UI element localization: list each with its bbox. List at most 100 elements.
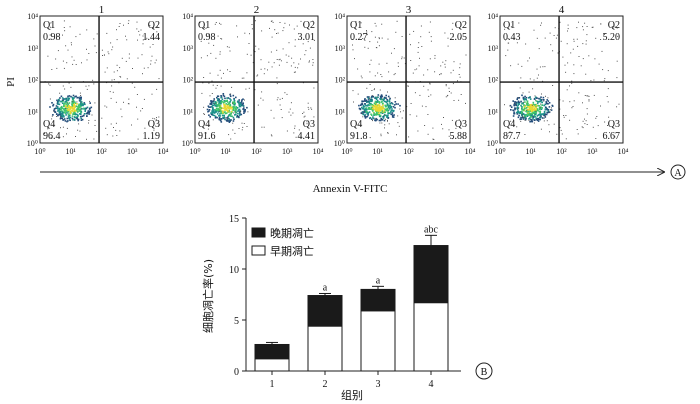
x-tick-label: 10² (556, 147, 567, 156)
q3-value: 4.41 (298, 131, 316, 142)
plot-frame (194, 15, 319, 144)
legend-swatch (251, 227, 266, 238)
event-cloud (358, 94, 401, 122)
q4-label: Q4 (503, 119, 515, 130)
y-tick-label: 10³ (335, 44, 346, 53)
plot-title: 1 (99, 4, 105, 16)
x-tick-label: 10¹ (373, 147, 384, 156)
q1-value: 0.98 (43, 32, 61, 43)
x-tick-label: 10³ (282, 147, 293, 156)
q3-value: 6.67 (603, 131, 621, 142)
q3-label: Q3 (303, 119, 315, 130)
scatter-events (351, 20, 467, 140)
scatter-events (504, 21, 620, 140)
q1-value: 0.43 (503, 32, 521, 43)
y-tick-label: 10³ (488, 44, 499, 53)
q4-value: 91.6 (198, 131, 216, 142)
plot-frame (39, 15, 164, 144)
q2-label: Q2 (148, 20, 160, 31)
x-tick-label: 10⁰ (34, 147, 45, 156)
y-axis-title: 细胞凋亡率(%) (201, 259, 215, 333)
y-tick-label: 15 (229, 214, 239, 225)
q1-value: 0.98 (198, 32, 216, 43)
y-tick-label: 10⁰ (182, 139, 193, 148)
x-tick-label: 4 (429, 379, 434, 390)
x-tick-label: 1 (270, 379, 275, 390)
q2-label: Q2 (455, 20, 467, 31)
x-tick-label: 10¹ (221, 147, 232, 156)
y-tick-label: 0 (234, 367, 239, 378)
q4-label: Q4 (198, 119, 210, 130)
y-tick-label: 10¹ (488, 107, 499, 116)
q2-label: Q2 (608, 20, 620, 31)
q2-value: 5.20 (603, 32, 621, 43)
x-tick-label: 10³ (587, 147, 598, 156)
q1-label: Q1 (350, 20, 362, 31)
significance-label: a (376, 275, 381, 286)
x-tick-label: 10¹ (66, 147, 77, 156)
x-tick-label: 2 (323, 379, 328, 390)
q3-label: Q3 (455, 119, 467, 130)
q3-label: Q3 (608, 119, 620, 130)
flow-plots: 1Q10.98Q21.44Q31.19Q496.410⁰10⁰10¹10¹10²… (27, 4, 629, 156)
plot-title: 3 (406, 4, 412, 16)
bar-early-apoptosis (307, 325, 343, 372)
x-tick-label: 10² (403, 147, 414, 156)
x-tick-label: 10⁴ (158, 147, 169, 156)
panel-b-mark: B (481, 367, 488, 378)
x-tick-label: 10⁰ (494, 147, 505, 156)
x-tick-label: 10⁰ (341, 147, 352, 156)
x-tick-label: 10⁰ (189, 147, 200, 156)
y-tick-label: 10³ (183, 44, 194, 53)
q4-value: 87.7 (503, 131, 521, 142)
y-tick-label: 10⁴ (487, 12, 498, 21)
q2-value: 1.44 (143, 32, 161, 43)
q1-label: Q1 (198, 20, 210, 31)
bar-early-apoptosis (413, 302, 449, 372)
q3-value: 1.19 (143, 131, 161, 142)
q1-label: Q1 (43, 20, 55, 31)
panel-a: PI 1Q10.98Q21.44Q31.19Q496.410⁰10⁰10¹10¹… (5, 4, 686, 195)
panel-b-mark-circle (475, 362, 493, 380)
x-tick-label: 10³ (434, 147, 445, 156)
x-tick-label: 3 (376, 379, 381, 390)
y-tick-label: 10³ (28, 44, 39, 53)
q4-label: Q4 (43, 119, 55, 130)
y-tick-label: 10¹ (183, 107, 194, 116)
bar-late-apoptosis (307, 295, 343, 327)
legend-label: 早期凋亡 (270, 244, 314, 258)
plot-frame (346, 15, 471, 144)
significance-label: abc (424, 224, 438, 235)
x-tick-label: 10⁴ (618, 147, 629, 156)
event-cloud (509, 94, 554, 123)
y-tick-label: 10⁰ (334, 139, 345, 148)
scatter-events (44, 20, 160, 140)
legend-swatch (251, 245, 266, 256)
y-tick-label: 10⁴ (27, 12, 38, 21)
event-cloud (49, 94, 93, 123)
x-tick-label: 10⁴ (313, 147, 324, 156)
legend-label: 晚期凋亡 (270, 226, 314, 240)
q3-value: 5.88 (450, 131, 468, 142)
y-tick-label: 10⁰ (487, 139, 498, 148)
q1-label: Q1 (503, 20, 515, 31)
panel-a-mark: A (674, 168, 682, 179)
q1-value: 0.27 (350, 32, 368, 43)
x-tick-label: 10¹ (526, 147, 537, 156)
plot-title: 4 (559, 4, 565, 16)
pi-axis-label: PI (5, 77, 17, 87)
bar-early-apoptosis (360, 310, 396, 372)
bar-early-apoptosis (254, 358, 290, 372)
x-tick-label: 10⁴ (465, 147, 476, 156)
panel-a-mark-circle (670, 164, 686, 180)
y-tick-label: 5 (234, 316, 239, 327)
q2-value: 2.05 (450, 32, 468, 43)
bar-late-apoptosis (254, 343, 290, 360)
x-axis-title: 组别 (341, 388, 363, 402)
annexin-axis-label: Annexin V-FITC (313, 183, 388, 195)
